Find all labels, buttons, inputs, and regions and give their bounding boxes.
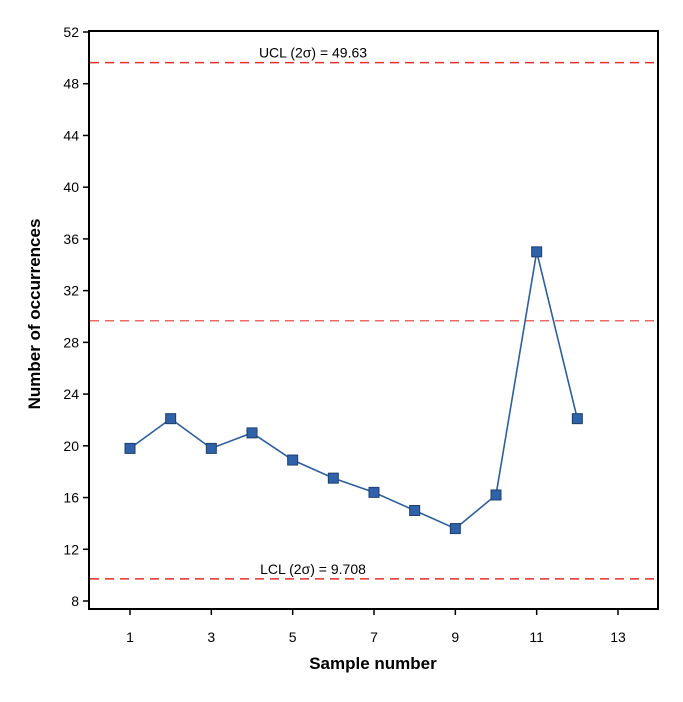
data-point [327, 472, 339, 484]
control-limit-label: UCL (2σ) = 49.63 [259, 45, 367, 61]
y-tick-label: 52 [63, 24, 79, 40]
series-line-group [129, 251, 579, 530]
control-limit-label: LCL (2σ) = 9.708 [260, 561, 366, 577]
y-tick-label: 32 [63, 283, 79, 299]
y-tick-label: 40 [63, 179, 79, 195]
data-point [165, 413, 177, 425]
data-point [571, 413, 583, 425]
y-tick-label: 28 [63, 334, 79, 350]
y-tick-label: 36 [63, 231, 79, 247]
x-tick-label: 5 [289, 629, 297, 645]
y-tick-label: 44 [63, 127, 79, 143]
data-point [449, 523, 461, 535]
y-tick-label: 48 [63, 76, 79, 92]
data-point [490, 489, 502, 501]
series-points-group [124, 246, 583, 535]
x-tick-label: 7 [370, 629, 378, 645]
control-limit-lines: UCL (2σ) = 49.63 LCL (2σ) = 9.708 [90, 45, 657, 580]
x-tick-label: 13 [610, 629, 626, 645]
data-point [531, 246, 543, 258]
y-axis-title: Number of occurrences [25, 219, 44, 410]
series-line [129, 251, 579, 530]
y-tick-label: 12 [63, 541, 79, 557]
x-axis-title: Sample number [309, 654, 437, 673]
y-tick-label: 16 [63, 490, 79, 506]
x-tick-label: 9 [451, 629, 459, 645]
y-tick-label: 8 [71, 593, 79, 609]
x-tick-label: 11 [529, 629, 544, 645]
data-point [368, 486, 380, 498]
plot-frame [88, 30, 659, 610]
data-point [246, 427, 258, 439]
y-tick-label: 24 [63, 386, 79, 402]
data-point [409, 504, 421, 516]
data-point [287, 454, 299, 466]
x-tick-label: 1 [126, 629, 134, 645]
y-axis: 8 12 16 20 24 28 32 36 40 44 48 52 [63, 24, 89, 609]
data-point [124, 442, 136, 454]
x-axis: 1 3 5 7 9 11 13 [126, 609, 626, 645]
x-tick-label: 3 [207, 629, 215, 645]
data-point [205, 442, 217, 454]
y-tick-label: 20 [63, 438, 79, 454]
